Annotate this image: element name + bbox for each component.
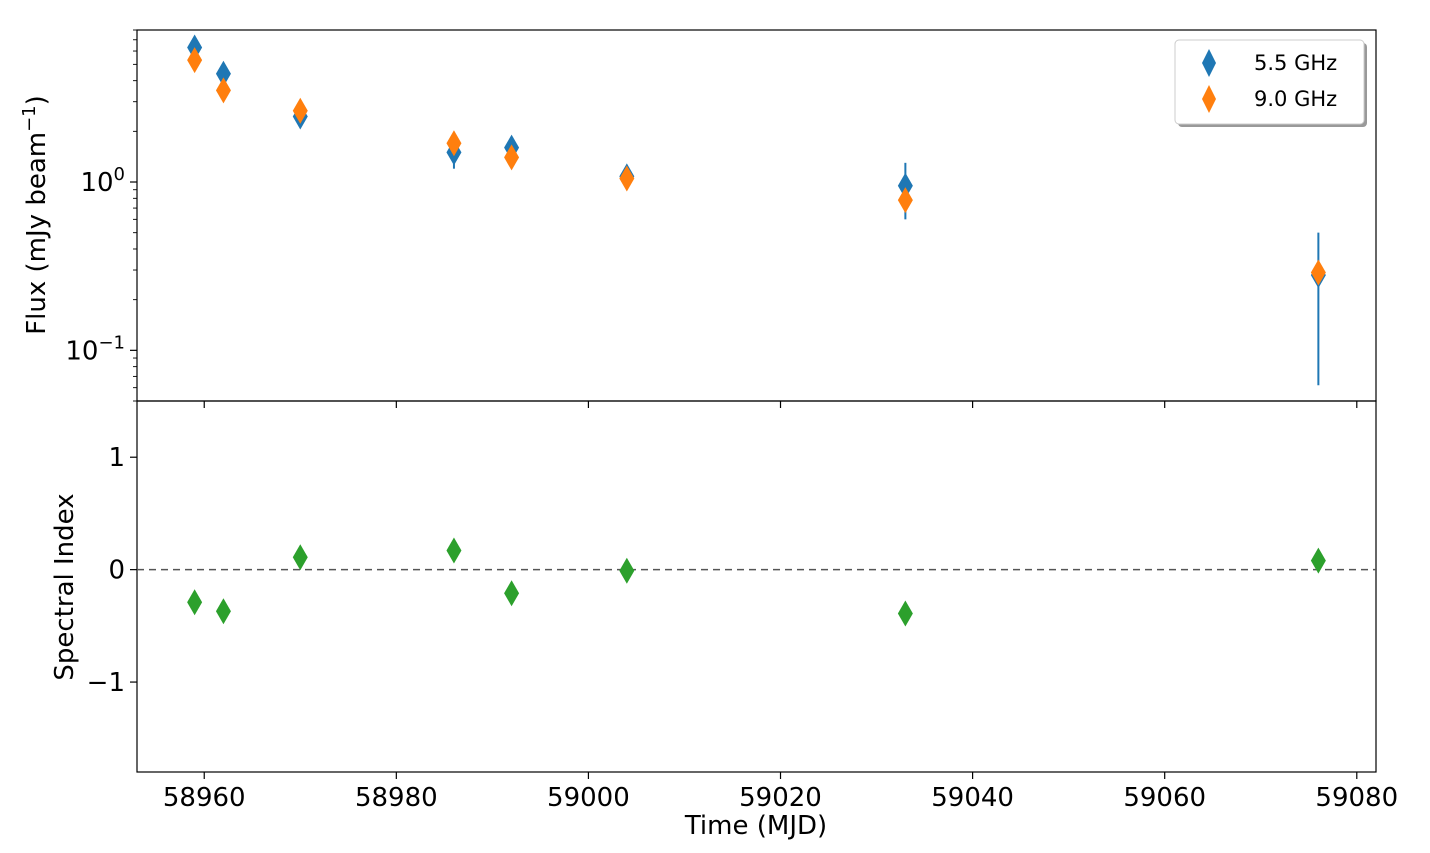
- x-tick-label: 59080: [1315, 783, 1398, 813]
- spectral-y-tick-label: 1: [108, 443, 125, 473]
- flux-marker-series-1: [897, 187, 913, 214]
- flux-y-axis-title-suffix: ): [22, 95, 52, 105]
- spectral-panel: 1 0 −1 Spectral Index: [50, 400, 1377, 773]
- spectral-index-marker: [1310, 547, 1326, 574]
- spectral-index-marker: [619, 557, 635, 584]
- flux-y-tick-label-exp: −1: [98, 332, 125, 353]
- legend-marker-90: [1202, 85, 1216, 113]
- flux-marks: [187, 34, 1326, 386]
- spectral-index-marker: [504, 580, 520, 607]
- flux-y-tick-label: 10−1: [65, 332, 125, 366]
- spectral-marks: [187, 537, 1326, 627]
- flux-marker-series-1: [446, 130, 462, 157]
- spectral-y-ticks: 1 0 −1: [87, 443, 137, 698]
- flux-y-tick-label-base: 10: [65, 336, 98, 366]
- flux-marker-series-1: [504, 144, 520, 171]
- spectral-index-marker: [187, 589, 203, 616]
- flux-marker-series-0: [897, 172, 913, 199]
- flux-y-tick-label-exp: 0: [114, 164, 125, 185]
- flux-marker-series-1: [187, 47, 203, 74]
- x-tick-label: 59020: [739, 783, 822, 813]
- flux-marker-series-1: [215, 77, 231, 104]
- flux-marker-series-1: [1310, 259, 1326, 286]
- flux-y-tick-label: 100: [80, 164, 125, 198]
- spectral-index-marker: [292, 544, 308, 571]
- x-tick-label: 59000: [547, 783, 630, 813]
- flux-y-axis-title-sup: −1: [19, 105, 40, 132]
- spectral-panel-frame: [136, 400, 1377, 773]
- legend: 5.5 GHz 9.0 GHz: [1174, 39, 1367, 127]
- flux-marker-series-1: [619, 165, 635, 192]
- spectral-index-marker: [446, 537, 462, 564]
- spectral-index-marker: [897, 600, 913, 627]
- flux-y-axis-title-main: Flux (mJy beam: [22, 132, 52, 335]
- flux-marker-series-0: [215, 60, 231, 87]
- flux-marker-series-1: [292, 97, 308, 124]
- x-axis-title: Time (MJD): [684, 811, 827, 841]
- flux-y-axis-title: Flux (mJy beam−1): [19, 95, 52, 335]
- legend-label-90: 9.0 GHz: [1254, 87, 1337, 111]
- legend-entries: 5.5 GHz 9.0 GHz: [1202, 49, 1337, 113]
- legend-box: [1174, 39, 1365, 125]
- spectral-y-tick-label: −1: [87, 668, 125, 698]
- legend-entry-90: 9.0 GHz: [1202, 85, 1337, 113]
- x-tick-label: 58960: [163, 783, 246, 813]
- x-tick-label: 59040: [931, 783, 1014, 813]
- flux-y-tick-label-base: 10: [80, 168, 113, 198]
- legend-entry-55: 5.5 GHz: [1202, 49, 1337, 77]
- legend-label-55: 5.5 GHz: [1254, 51, 1337, 75]
- legend-marker-55: [1202, 49, 1216, 77]
- spectral-y-axis-title: Spectral Index: [50, 493, 80, 680]
- x-axis-ticks: 58960 58980 59000 59020 59040 59060 59080: [163, 401, 1398, 813]
- spectral-index-marker: [215, 598, 231, 625]
- spectral-y-tick-label: 0: [108, 556, 125, 586]
- x-tick-label: 59060: [1123, 783, 1206, 813]
- x-tick-label: 58980: [355, 783, 438, 813]
